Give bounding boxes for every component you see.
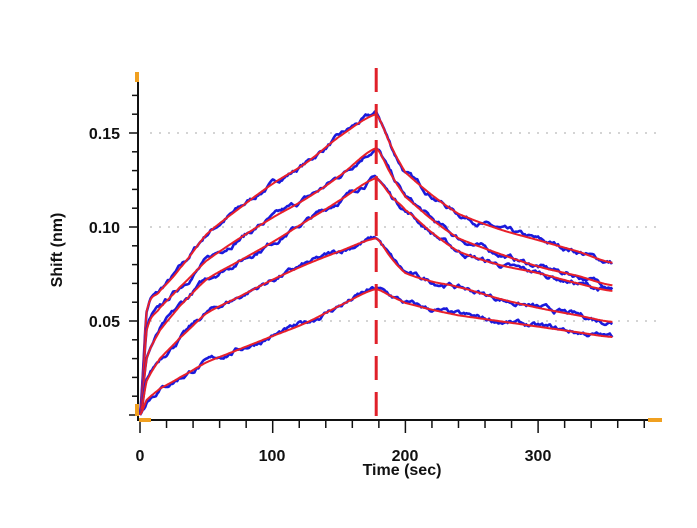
x-tick-label-300: 300 — [525, 448, 552, 465]
cursor-marker-top — [135, 72, 139, 82]
cursor-marker-bottom — [135, 404, 139, 416]
fit-curve-4 — [139, 237, 613, 416]
x-tick-label-0: 0 — [136, 448, 145, 465]
curves — [138, 68, 614, 418]
x-tick-label-200: 200 — [392, 448, 419, 465]
y-tick-label-005: 0.05 — [89, 314, 120, 331]
gridlines — [150, 132, 662, 322]
x-tick-label-100: 100 — [259, 448, 286, 465]
x-axis-label: Time (sec) — [363, 462, 442, 479]
y-axis-label: Shift (nm) — [49, 213, 66, 288]
y-tick-label-010: 0.10 — [89, 220, 120, 237]
cursor-marker-x-start — [139, 418, 151, 422]
y-tick-label-015: 0.15 — [89, 126, 120, 143]
cursor-marker-x-end — [648, 418, 662, 422]
axes — [129, 72, 662, 433]
